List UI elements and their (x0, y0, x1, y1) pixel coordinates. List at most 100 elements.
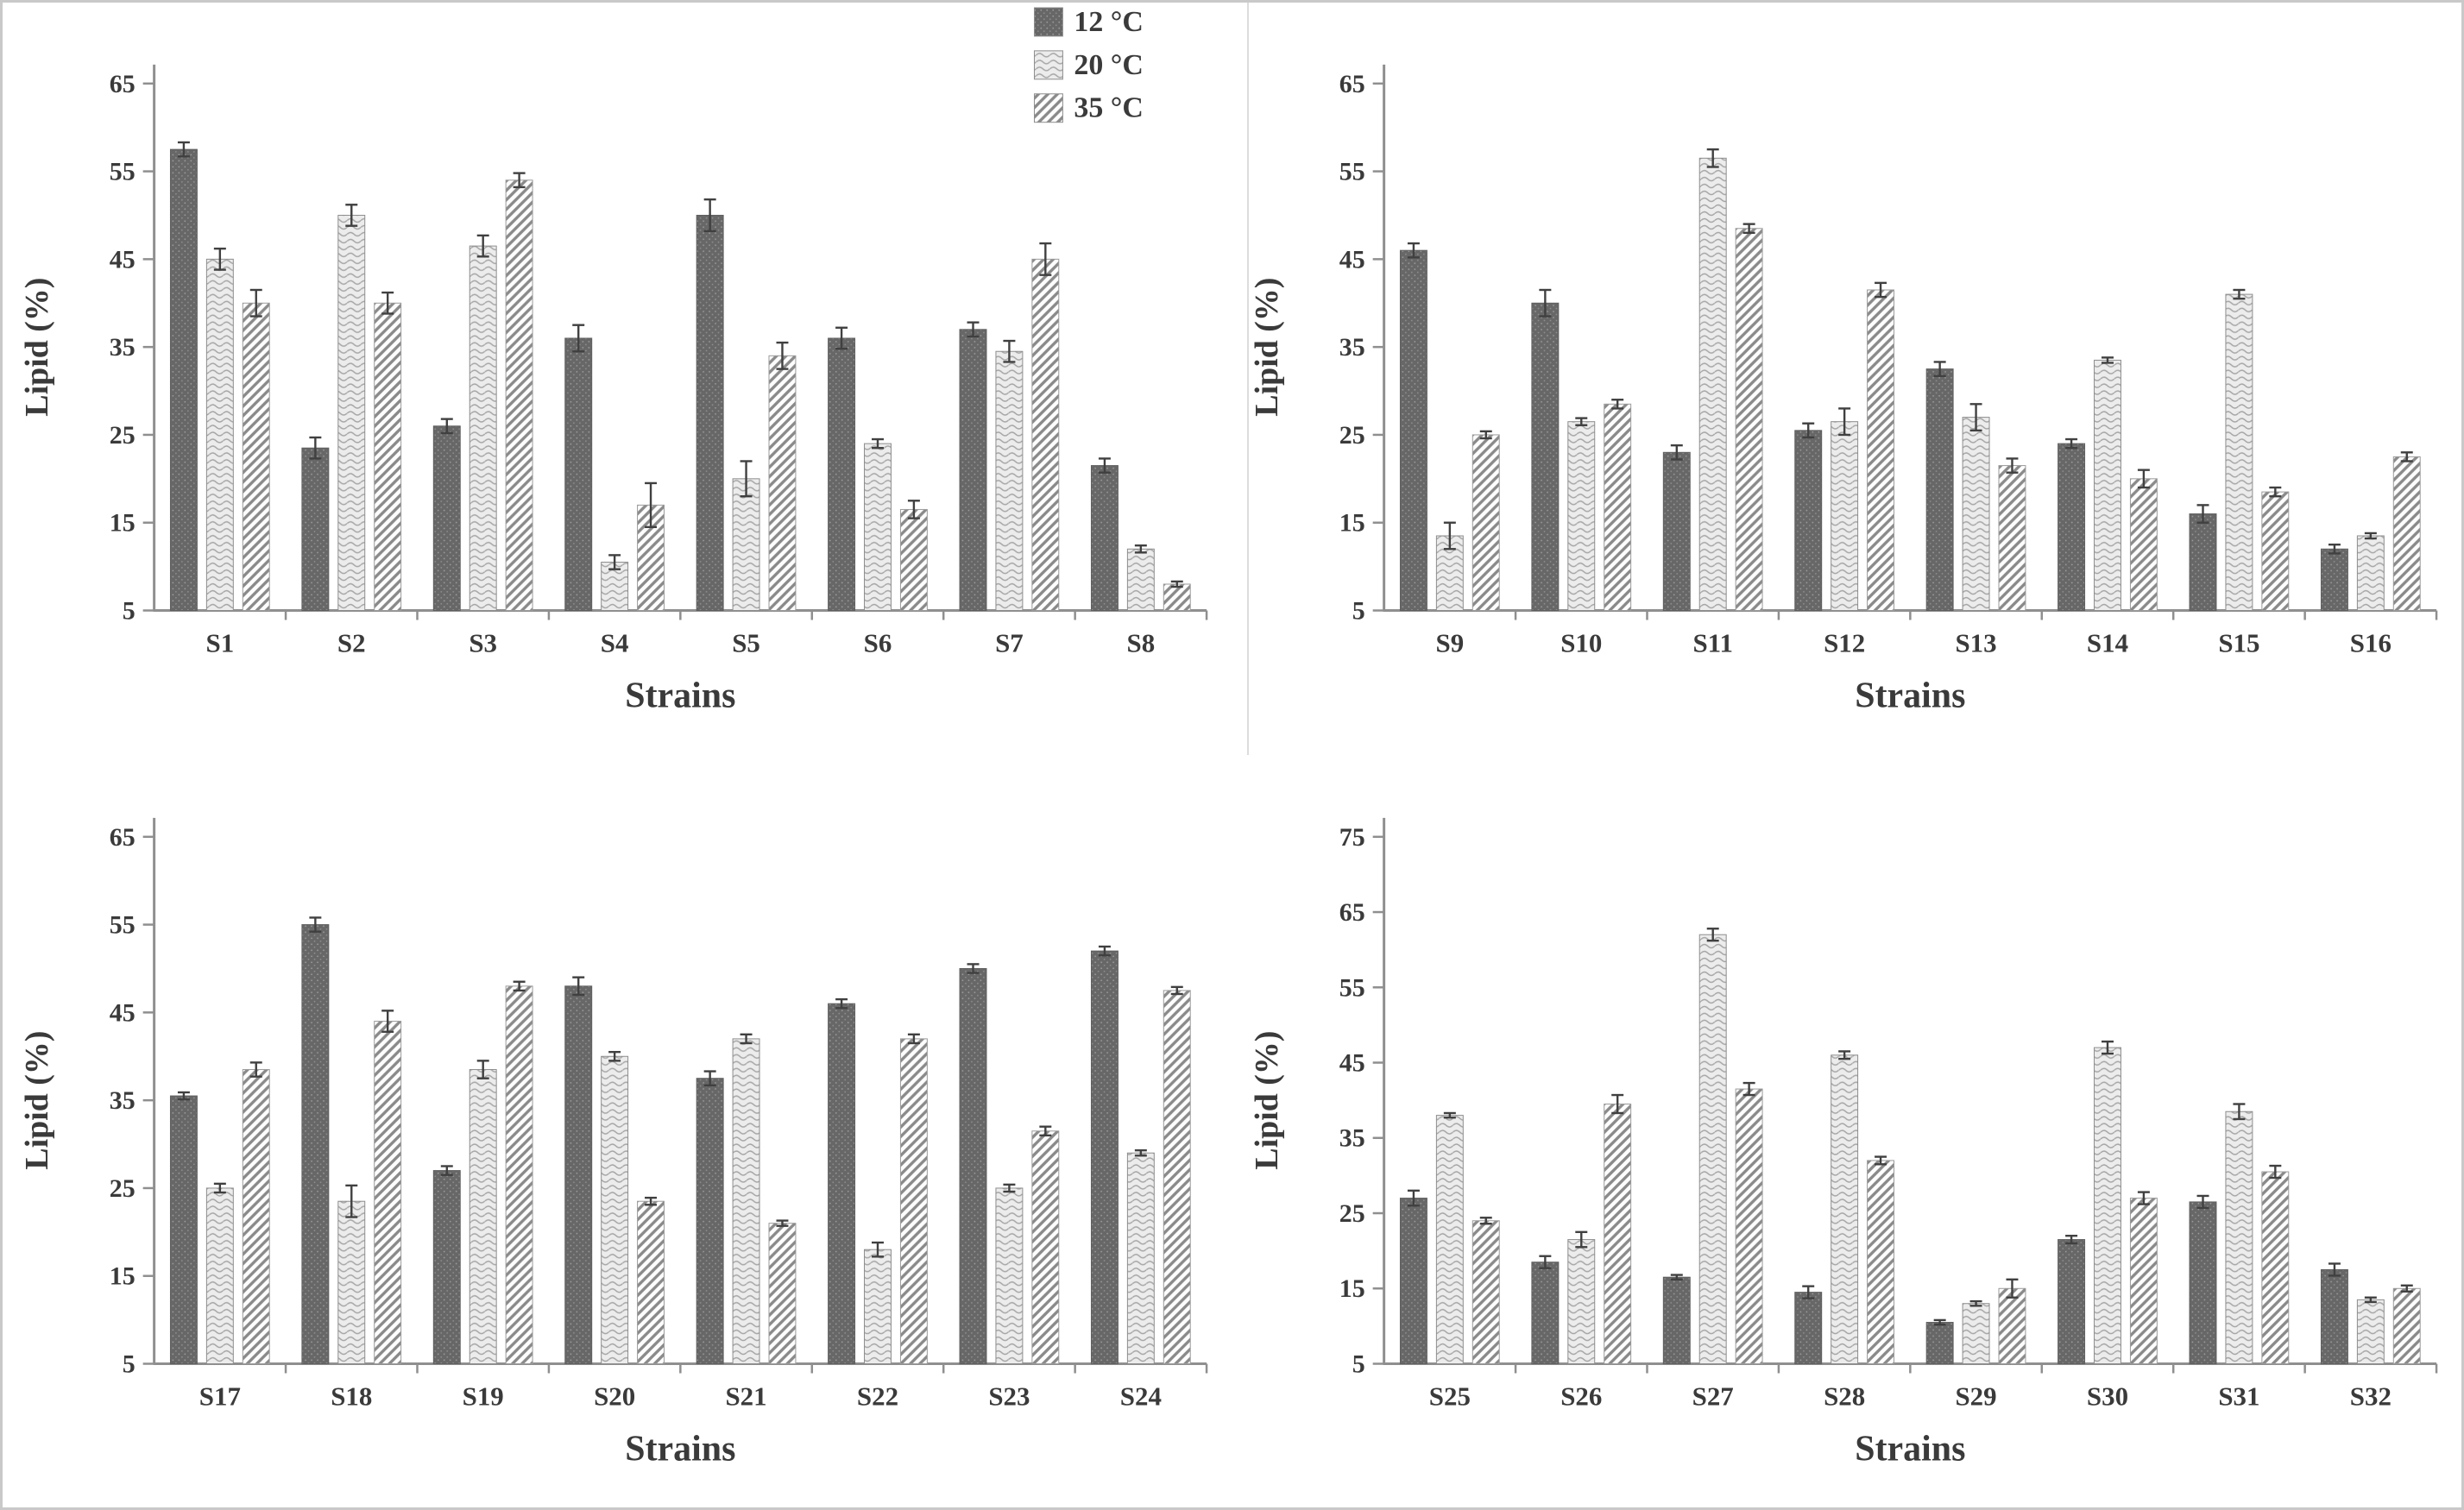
error-bar-S8-t12 (1098, 457, 1111, 474)
bar-S3-t20 (469, 245, 497, 612)
error-bar-S18-t12 (309, 916, 322, 934)
error-bar-S22-t12 (835, 998, 848, 1010)
bar-S10-t20 (1566, 421, 1595, 612)
error-bar-S6-t20 (872, 437, 884, 450)
x-category-label: S24 (1120, 1381, 1162, 1412)
x-category-label: S32 (2349, 1381, 2391, 1412)
chart-svg-top-right: 5 15 25 35 45 55 65 Lipid (%) S9 S10 S11 S12 S13 S14 S… (1248, 64, 2437, 715)
bar-S15-t12 (2189, 513, 2216, 612)
bar-S2-t35 (374, 302, 402, 612)
bar-S2-t20 (337, 214, 366, 612)
bar-S22-t12 (828, 1003, 856, 1365)
y-tick-label: 45 (110, 245, 135, 274)
error-bar-S5-t12 (703, 198, 716, 232)
bar-S19-t12 (432, 1170, 461, 1365)
x-category-label: S2 (337, 627, 366, 657)
bar-S27-t20 (1698, 934, 1727, 1365)
bar-S6-t35 (899, 508, 928, 612)
bar-S13-t12 (1925, 368, 1954, 612)
bar-S3-t35 (505, 179, 533, 612)
x-axis-title: Strains (625, 676, 735, 715)
bar-S8-t12 (1090, 465, 1119, 612)
error-bar-S12-t20 (1837, 407, 1850, 437)
y-tick-label: 35 (110, 333, 135, 362)
error-bar-S7-t12 (967, 321, 980, 338)
error-bar-S5-t35 (776, 341, 789, 370)
bar-S12-t12 (1793, 430, 1822, 612)
x-category-label: S1 (206, 627, 235, 657)
y-axis-title: Lipid (%) (1248, 1031, 1284, 1170)
chart-panel-bottom-right: 5 15 25 35 45 55 65 75 Lipid (%) S25 S26 S27 S28 S29 S… (1232, 756, 2462, 1509)
error-bar-S29-t35 (2005, 1278, 2018, 1299)
error-bar-S23-t35 (1039, 1125, 1052, 1137)
error-bar-S2-t35 (381, 291, 394, 315)
x-category-label: S20 (594, 1381, 635, 1412)
bar-S21-t20 (732, 1038, 760, 1365)
bar-S19-t20 (469, 1069, 497, 1365)
bar-S31-t12 (2189, 1201, 2216, 1365)
error-bar-S25-t20 (1443, 1111, 1456, 1119)
error-bar-S4-t35 (645, 481, 658, 529)
error-bar-S18-t20 (345, 1184, 358, 1218)
bar-S19-t35 (505, 985, 533, 1365)
bar-S25-t12 (1399, 1198, 1427, 1365)
error-bar-S25-t12 (1407, 1189, 1420, 1207)
y-tick-label: 25 (110, 1174, 135, 1203)
y-axis-title: Lipid (%) (19, 1031, 55, 1170)
legend-swatch-t12 (1033, 7, 1063, 37)
error-bar-S22-t35 (907, 1033, 920, 1045)
error-bar-S8-t35 (1170, 580, 1183, 588)
error-bar-S16-t35 (2400, 451, 2413, 462)
bar-S6-t12 (828, 337, 856, 612)
y-tick-label: 5 (123, 596, 135, 625)
chart-svg-bottom-left: 5 15 25 35 45 55 65 Lipid (%) S17 S18 S19 S20 S21 S22… (19, 818, 1208, 1469)
x-category-label: S19 (463, 1381, 504, 1412)
bar-S13-t20 (1962, 417, 1990, 612)
error-bar-S26-t35 (1610, 1094, 1623, 1115)
bar-S18-t12 (301, 924, 330, 1365)
error-bar-S17-t20 (213, 1182, 226, 1194)
y-tick-label: 55 (110, 158, 135, 186)
bar-S23-t12 (959, 968, 987, 1365)
bar-S27-t35 (1735, 1088, 1763, 1365)
error-bar-S20-t12 (572, 976, 585, 997)
bar-S14-t35 (2129, 478, 2158, 612)
chart-panel-top-left: 5 15 25 35 45 55 65 Lipid (%) S1 S2 S3 S4 S5 S6 S7 S8 St… (3, 3, 1232, 756)
bar-S5-t12 (696, 214, 724, 612)
error-bar-S10-t35 (1610, 399, 1623, 410)
x-axis-title: Strains (1855, 1429, 1965, 1469)
bar-S8-t20 (1126, 548, 1155, 612)
bar-S11-t35 (1735, 228, 1763, 612)
x-axis-title: Strains (625, 1429, 735, 1469)
bar-S18-t20 (337, 1200, 366, 1365)
x-axis-title: Strains (1855, 676, 1965, 715)
legend-swatch-t35 (1033, 93, 1063, 123)
x-category-label: S15 (2218, 627, 2259, 657)
error-bar-S24-t20 (1134, 1149, 1147, 1157)
error-bar-S9-t12 (1407, 242, 1420, 259)
bar-S30-t12 (2057, 1239, 2085, 1365)
error-bar-S15-t12 (2196, 504, 2209, 524)
bar-S25-t35 (1471, 1220, 1500, 1365)
error-bar-S13-t12 (1933, 361, 1946, 377)
error-bar-S13-t20 (1969, 403, 1982, 432)
bar-S26-t20 (1566, 1239, 1595, 1365)
error-bar-S1-t20 (213, 247, 226, 271)
bar-S5-t20 (732, 478, 760, 612)
y-tick-label: 65 (1339, 70, 1364, 98)
bar-S14-t20 (2093, 359, 2121, 612)
error-bar-S2-t20 (345, 204, 358, 227)
x-category-label: S6 (864, 627, 892, 657)
y-axis-title: Lipid (%) (19, 278, 55, 417)
x-category-label: S14 (2086, 627, 2127, 657)
bar-S10-t35 (1603, 403, 1631, 612)
bar-S15-t35 (2260, 491, 2289, 612)
error-bar-S14-t35 (2137, 469, 2150, 489)
bar-S1-t12 (169, 148, 198, 612)
error-bar-S28-t35 (1874, 1155, 1887, 1166)
bar-S26-t35 (1603, 1104, 1631, 1365)
bar-S28-t35 (1866, 1160, 1894, 1365)
error-bar-S2-t12 (309, 436, 322, 460)
bar-S23-t20 (995, 1187, 1024, 1365)
x-category-label: S13 (1955, 627, 1996, 657)
